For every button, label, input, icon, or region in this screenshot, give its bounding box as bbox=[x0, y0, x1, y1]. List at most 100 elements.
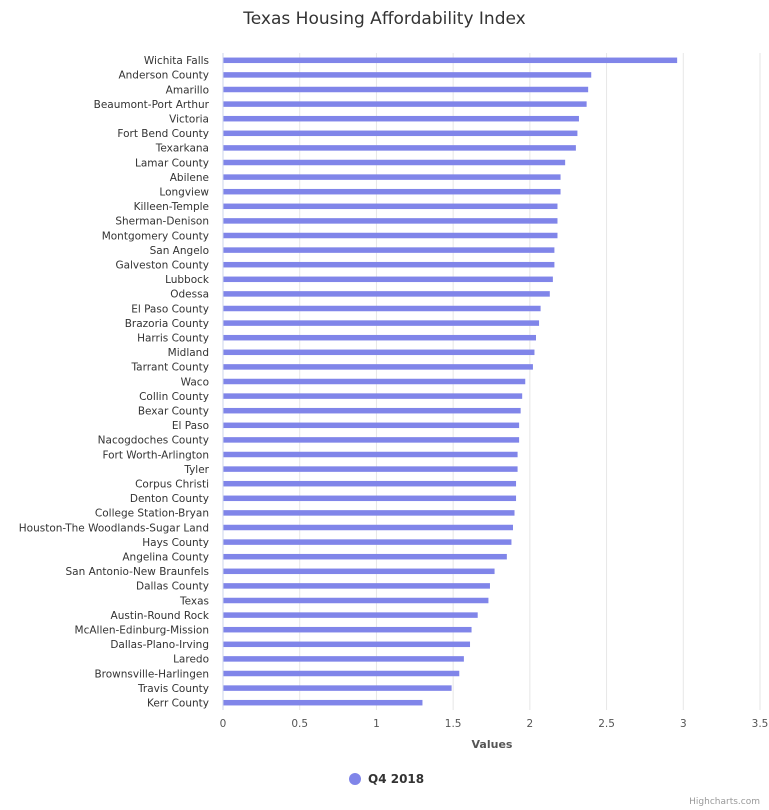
bar[interactable] bbox=[223, 685, 452, 691]
category-label: Sherman-Denison bbox=[115, 216, 209, 228]
category-label: Fort Bend County bbox=[117, 128, 209, 140]
x-tick-label: 1.5 bbox=[445, 718, 462, 730]
category-label: Abilene bbox=[170, 172, 209, 184]
legend-marker-icon[interactable] bbox=[349, 773, 361, 785]
bar[interactable] bbox=[223, 334, 536, 341]
credits-link[interactable]: Highcharts.com bbox=[689, 797, 760, 807]
x-tick-label: 2 bbox=[527, 718, 534, 730]
category-label: Amarillo bbox=[166, 84, 209, 96]
bar[interactable] bbox=[223, 699, 423, 706]
bar[interactable] bbox=[223, 656, 464, 662]
bar[interactable] bbox=[223, 232, 558, 239]
bar[interactable] bbox=[223, 364, 533, 370]
x-axis-ticks: 0 0.5 1 1.5 2 2.5 3 3.5 bbox=[220, 718, 769, 730]
bar[interactable] bbox=[223, 539, 512, 545]
bar[interactable] bbox=[223, 261, 555, 268]
bar[interactable] bbox=[223, 597, 489, 604]
bar[interactable] bbox=[223, 291, 550, 297]
category-label: El Paso bbox=[172, 420, 209, 432]
category-label: Lamar County bbox=[135, 157, 209, 169]
category-label: Fort Worth-Arlington bbox=[102, 449, 209, 461]
bar[interactable] bbox=[223, 451, 518, 458]
bar[interactable] bbox=[223, 57, 678, 64]
bar[interactable] bbox=[223, 670, 460, 677]
bar[interactable] bbox=[223, 422, 520, 429]
category-label: Montgomery County bbox=[102, 230, 209, 242]
category-label: Galveston County bbox=[115, 260, 209, 272]
x-tick-label: 3.5 bbox=[752, 718, 769, 730]
x-tick-label: 0.5 bbox=[291, 718, 308, 730]
bar[interactable] bbox=[223, 305, 541, 312]
bar[interactable] bbox=[223, 510, 515, 516]
bar[interactable] bbox=[223, 437, 520, 443]
category-labels: Wichita Falls Anderson County Amarillo Beau… bbox=[19, 55, 210, 709]
category-label: Odessa bbox=[170, 289, 209, 301]
category-label: Austin-Round Rock bbox=[111, 610, 210, 622]
category-label: McAllen-Edinburg-Mission bbox=[75, 625, 209, 637]
bar[interactable] bbox=[223, 524, 513, 531]
category-label: Killeen-Temple bbox=[134, 201, 209, 213]
category-label: College Station-Bryan bbox=[95, 508, 209, 520]
category-label: Bexar County bbox=[138, 406, 209, 418]
bar[interactable] bbox=[223, 349, 535, 356]
category-label: Collin County bbox=[139, 391, 209, 403]
bar[interactable] bbox=[223, 203, 558, 210]
x-tick-label: 3 bbox=[680, 718, 687, 730]
legend-item-label[interactable]: Q4 2018 bbox=[368, 772, 424, 786]
bar[interactable] bbox=[223, 115, 579, 122]
category-label: Anderson County bbox=[118, 70, 209, 82]
bar[interactable] bbox=[223, 159, 566, 166]
x-tick-label: 1 bbox=[373, 718, 380, 730]
bar[interactable] bbox=[223, 188, 561, 195]
bar[interactable] bbox=[223, 626, 472, 633]
bar[interactable] bbox=[223, 218, 558, 224]
bar[interactable] bbox=[223, 612, 478, 618]
bar[interactable] bbox=[223, 276, 553, 283]
bar[interactable] bbox=[223, 101, 587, 107]
category-label: San Angelo bbox=[150, 245, 209, 257]
category-label: Angelina County bbox=[122, 552, 209, 564]
category-label: Harris County bbox=[137, 333, 209, 345]
bar[interactable] bbox=[223, 145, 576, 151]
bar[interactable] bbox=[223, 393, 523, 399]
chart-title: Texas Housing Affordability Index bbox=[242, 9, 525, 29]
category-label: Beaumont-Port Arthur bbox=[94, 99, 210, 111]
category-label: Longview bbox=[159, 187, 209, 199]
category-label: Victoria bbox=[169, 114, 209, 126]
category-label: Tyler bbox=[183, 464, 209, 476]
category-label: Travis County bbox=[137, 683, 209, 695]
bar[interactable] bbox=[223, 466, 518, 472]
category-label: Brownsville-Harlingen bbox=[94, 668, 209, 680]
category-label: Houston-The Woodlands-Sugar Land bbox=[19, 522, 209, 534]
category-label: Laredo bbox=[173, 654, 209, 666]
bar[interactable] bbox=[223, 553, 507, 560]
x-tick-label: 0 bbox=[220, 718, 227, 730]
legend[interactable]: Q4 2018 bbox=[349, 772, 424, 786]
category-label: Dallas-Plano-Irving bbox=[110, 639, 209, 651]
category-label: Hays County bbox=[142, 537, 209, 549]
bar-series[interactable] bbox=[223, 57, 678, 706]
bar[interactable] bbox=[223, 407, 521, 414]
category-label: Midland bbox=[168, 347, 209, 359]
bar[interactable] bbox=[223, 641, 471, 648]
bar[interactable] bbox=[223, 247, 555, 253]
bar[interactable] bbox=[223, 378, 526, 385]
bar[interactable] bbox=[223, 495, 517, 502]
bar[interactable] bbox=[223, 568, 495, 575]
category-label: Dallas County bbox=[136, 581, 209, 593]
x-axis-title: Values bbox=[472, 738, 513, 751]
category-label: Nacogdoches County bbox=[98, 435, 209, 447]
category-label: Waco bbox=[181, 376, 209, 388]
category-label: Brazoria County bbox=[125, 318, 209, 330]
category-label: Corpus Christi bbox=[135, 479, 209, 491]
category-label: Kerr County bbox=[147, 698, 209, 710]
bar[interactable] bbox=[223, 130, 578, 137]
bar[interactable] bbox=[223, 72, 592, 78]
category-label: Texas bbox=[179, 595, 209, 607]
bar[interactable] bbox=[223, 86, 589, 93]
bar[interactable] bbox=[223, 174, 561, 180]
bar[interactable] bbox=[223, 320, 540, 326]
bar[interactable] bbox=[223, 480, 517, 487]
bar[interactable] bbox=[223, 583, 490, 589]
